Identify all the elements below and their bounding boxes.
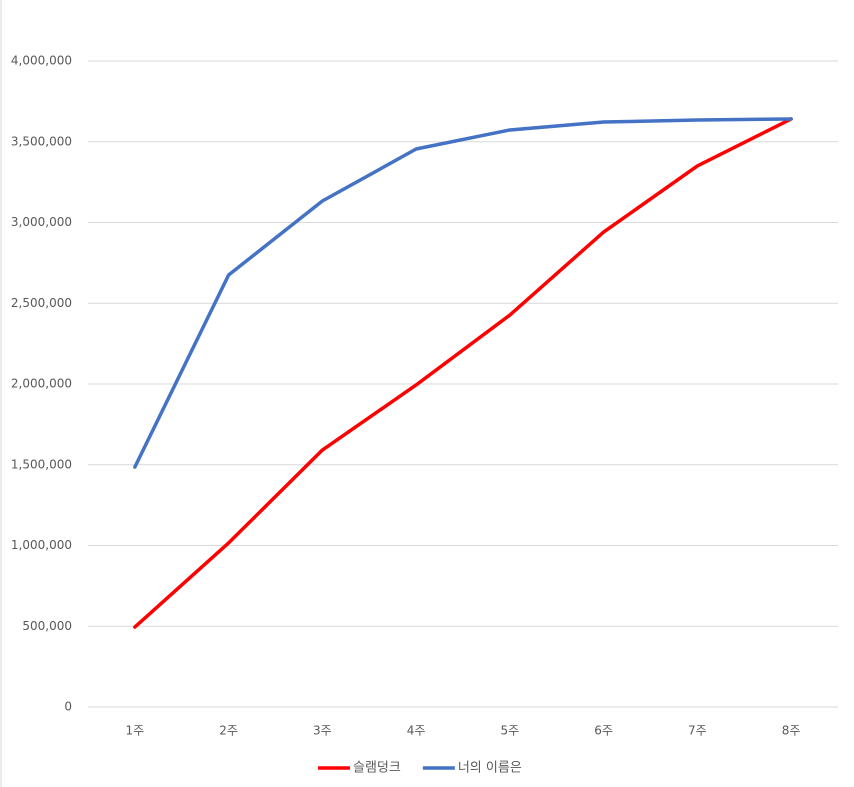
x-tick-label: 6주 — [594, 724, 613, 738]
y-tick-label: 3,500,000 — [11, 134, 72, 148]
y-tick-label: 4,000,000 — [11, 54, 72, 68]
y-tick-label: 500,000 — [22, 619, 72, 633]
y-tick-label: 3,000,000 — [11, 215, 72, 229]
x-tick-label: 2주 — [219, 724, 238, 738]
x-tick-label: 5주 — [501, 724, 520, 738]
legend-label: 너의 이름은 — [458, 761, 522, 776]
y-tick-label: 2,500,000 — [11, 296, 72, 310]
legend-label: 슬램덩크 — [353, 761, 401, 776]
x-tick-label: 4주 — [407, 724, 426, 738]
x-tick-label: 7주 — [688, 724, 707, 738]
x-tick-label: 3주 — [313, 724, 332, 738]
x-tick-label: 8주 — [782, 724, 801, 738]
y-tick-label: 0 — [64, 700, 72, 714]
series-line — [133, 117, 793, 469]
y-tick-label: 1,000,000 — [11, 538, 72, 552]
series-line — [133, 117, 793, 629]
y-tick-label: 2,000,000 — [11, 377, 72, 391]
y-tick-label: 1,500,000 — [11, 457, 72, 471]
x-tick-label: 1주 — [126, 724, 145, 738]
